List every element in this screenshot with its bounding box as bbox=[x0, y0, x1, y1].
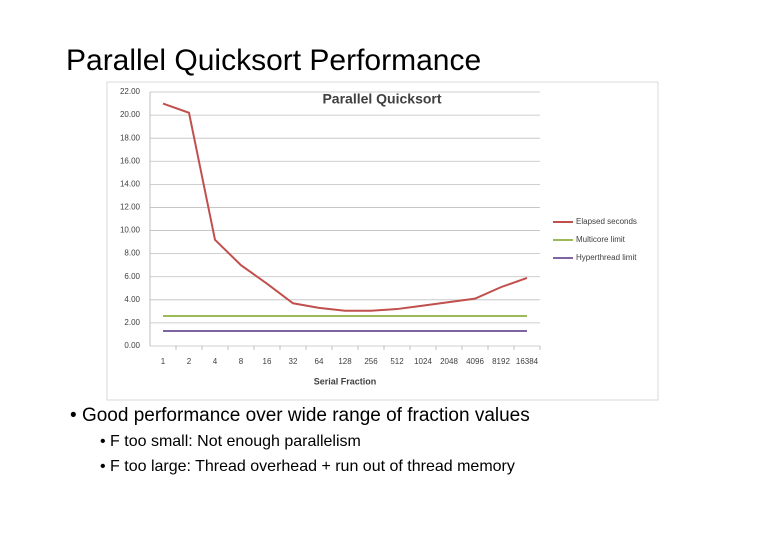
legend-label: Hyperthread limit bbox=[576, 253, 637, 262]
sub-bullet: • F too small: Not enough parallelism bbox=[100, 433, 361, 450]
legend-label: Multicore limit bbox=[576, 235, 626, 244]
bullet-text: F too large: Thread overhead + run out o… bbox=[110, 458, 515, 475]
y-tick-label: 14.00 bbox=[120, 179, 141, 188]
bullet-text: F too small: Not enough parallelism bbox=[110, 433, 361, 450]
legend-label: Elapsed seconds bbox=[576, 217, 637, 226]
y-tick-label: 12.00 bbox=[120, 203, 141, 212]
y-tick-label: 6.00 bbox=[124, 272, 140, 281]
x-tick-label: 16384 bbox=[516, 357, 539, 366]
y-tick-label: 10.00 bbox=[120, 226, 141, 235]
x-tick-label: 16 bbox=[263, 357, 272, 366]
y-tick-label: 22.00 bbox=[120, 87, 141, 96]
y-tick-label: 16.00 bbox=[120, 156, 141, 165]
y-tick-label: 20.00 bbox=[120, 110, 141, 119]
x-tick-label: 8192 bbox=[492, 357, 510, 366]
y-tick-label: 18.00 bbox=[120, 133, 141, 142]
y-tick-label: 0.00 bbox=[124, 341, 140, 350]
x-tick-label: 256 bbox=[364, 357, 378, 366]
x-tick-label: 4 bbox=[213, 357, 218, 366]
x-tick-label: 1024 bbox=[414, 357, 432, 366]
x-axis-label: Serial Fraction bbox=[314, 376, 377, 386]
y-tick-label: 4.00 bbox=[124, 295, 140, 304]
slide-title: Parallel Quicksort Performance bbox=[66, 44, 482, 77]
x-tick-label: 128 bbox=[338, 357, 352, 366]
bullet-text: Good performance over wide range of frac… bbox=[81, 405, 530, 426]
y-tick-label: 2.00 bbox=[124, 318, 140, 327]
x-tick-label: 2048 bbox=[440, 357, 458, 366]
x-tick-label: 512 bbox=[390, 357, 404, 366]
bullet: • Good performance over wide range of fr… bbox=[70, 405, 530, 426]
x-tick-label: 32 bbox=[289, 357, 298, 366]
sub-bullet: • F too large: Thread overhead + run out… bbox=[100, 458, 515, 475]
x-tick-label: 4096 bbox=[466, 357, 484, 366]
x-tick-label: 2 bbox=[187, 357, 192, 366]
x-tick-label: 64 bbox=[315, 357, 324, 366]
x-tick-label: 1 bbox=[161, 357, 166, 366]
chart-title: Parallel Quicksort bbox=[322, 91, 441, 107]
x-tick-label: 8 bbox=[239, 357, 244, 366]
series-line bbox=[162, 102, 528, 312]
y-tick-label: 8.00 bbox=[124, 249, 140, 258]
